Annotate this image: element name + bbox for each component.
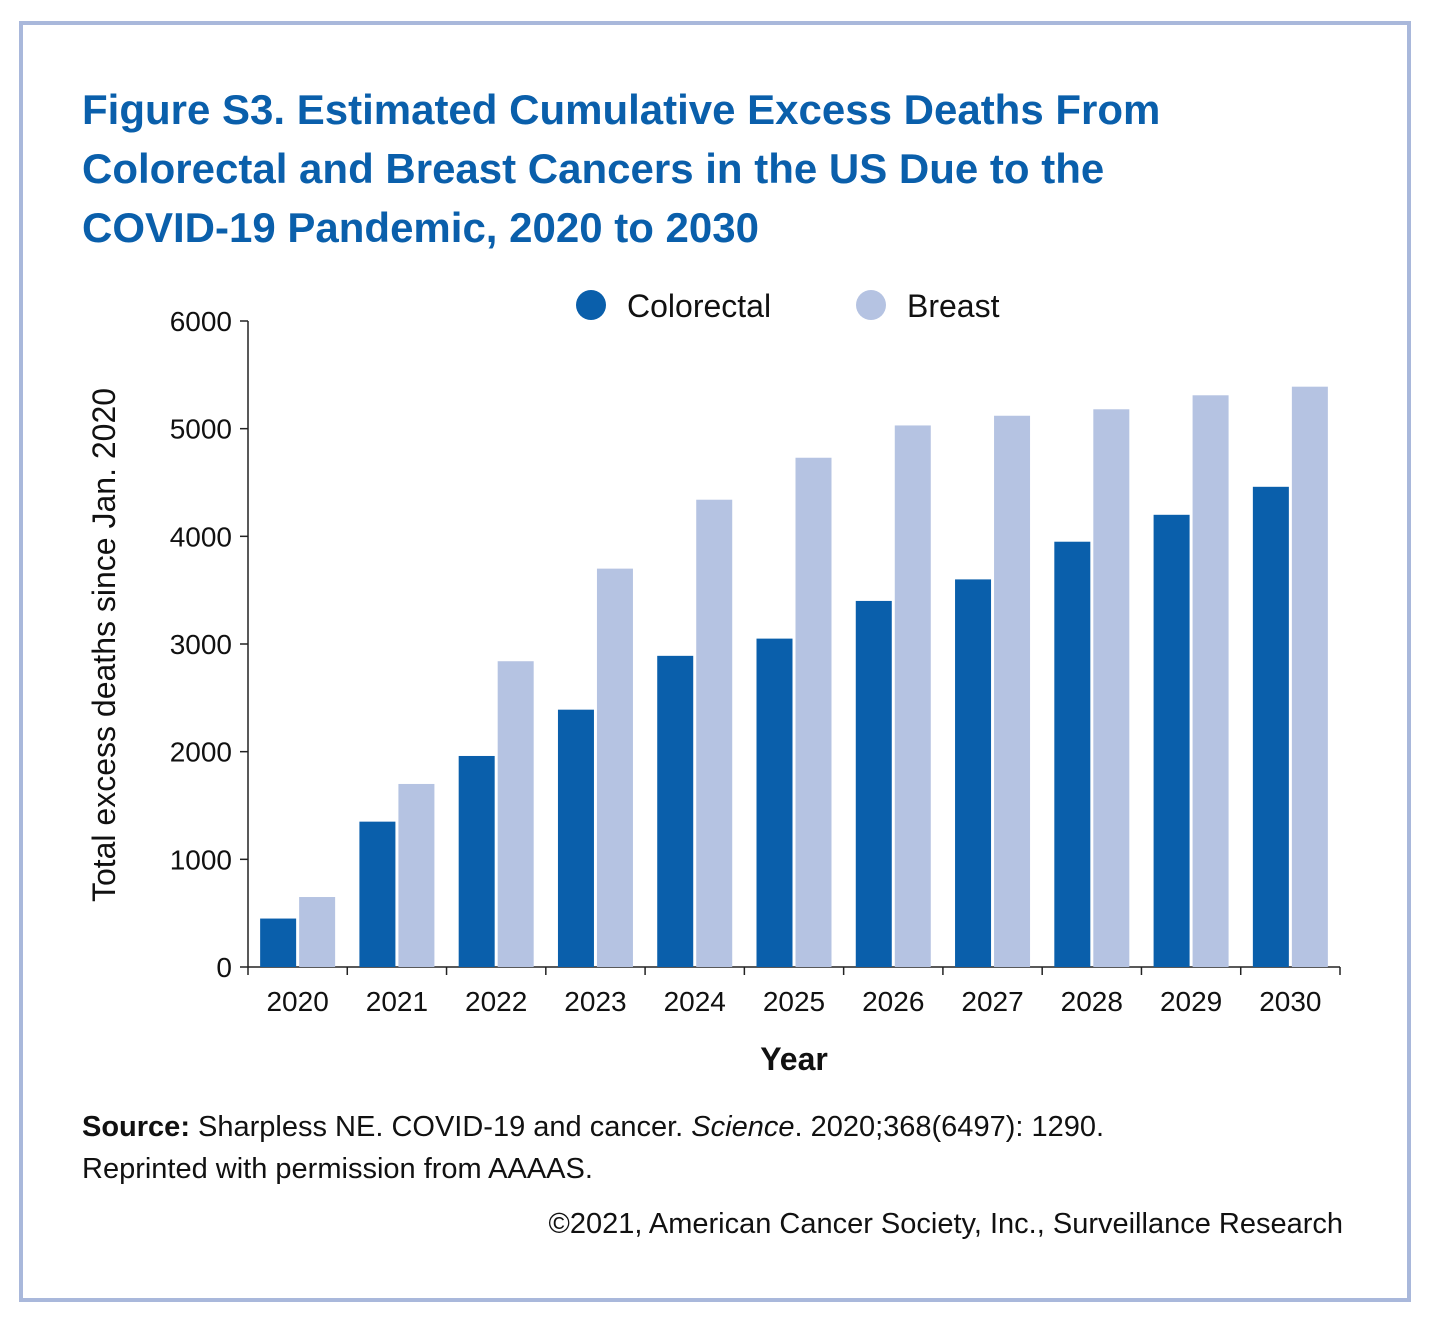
chart-title: Colorectal and Breast Cancers in the US …: [82, 145, 1104, 192]
source-label: Source:: [82, 1111, 190, 1143]
x-tick-label: 2029: [1160, 986, 1222, 1017]
bar: [398, 783, 435, 967]
copyright: ©2021, American Cancer Society, Inc., Su…: [548, 1208, 1343, 1240]
source: Source: Sharpless NE. COVID-19 and cance…: [82, 1111, 1104, 1143]
bar: [795, 457, 832, 967]
bar: [299, 897, 336, 967]
x-tick-label: 2028: [1061, 986, 1123, 1017]
frame: [19, 21, 1411, 1302]
bar: [557, 709, 594, 967]
chart-title: Figure S3. Estimated Cumulative Excess D…: [82, 86, 1160, 133]
x-tick-label: 2024: [664, 986, 726, 1017]
x-tick-label: 2022: [465, 986, 527, 1017]
bar: [855, 600, 892, 967]
y-tick-label: 1000: [170, 844, 232, 875]
chart-title: COVID-19 Pandemic, 2020 to 2030: [82, 204, 759, 251]
y-tick-label: 5000: [170, 414, 232, 445]
y-tick-label: 0: [216, 952, 232, 983]
bar: [596, 568, 633, 967]
x-tick-label: 2020: [266, 986, 328, 1017]
y-axis-title: Total excess deaths since Jan. 2020: [86, 388, 122, 902]
legend-label: Breast: [907, 288, 1000, 324]
bar: [1192, 395, 1229, 967]
y-tick-label: 6000: [170, 306, 232, 337]
x-tick-label: 2021: [366, 986, 428, 1017]
legend-label: Colorectal: [627, 288, 771, 324]
source-journal: Science: [691, 1111, 794, 1143]
x-axis-title: Year: [760, 1041, 828, 1077]
x-tick-label: 2026: [862, 986, 924, 1017]
y-tick-label: 3000: [170, 629, 232, 660]
bar: [756, 638, 793, 967]
source-text: . 2020;368(6497): 1290.: [794, 1111, 1104, 1143]
bar: [994, 415, 1031, 967]
x-tick-label: 2027: [961, 986, 1023, 1017]
bar: [260, 918, 297, 967]
bar: [1054, 541, 1091, 967]
bar: [1093, 409, 1130, 968]
legend-marker: [576, 290, 606, 320]
source-line: Reprinted with permission from AAAAS.: [82, 1153, 593, 1185]
x-tick-label: 2030: [1259, 986, 1321, 1017]
bar: [497, 661, 534, 967]
bar: [1153, 514, 1190, 967]
x-tick-label: 2023: [564, 986, 626, 1017]
bar: [359, 821, 396, 967]
bar: [955, 579, 992, 967]
bar: [696, 499, 733, 967]
legend-marker: [856, 290, 886, 320]
bar: [458, 755, 495, 967]
bar: [657, 655, 694, 967]
bar: [1252, 486, 1289, 967]
x-tick-label: 2025: [763, 986, 825, 1017]
bar: [1291, 386, 1328, 968]
source-text: Sharpless NE. COVID-19 and cancer.: [190, 1111, 691, 1143]
y-tick-label: 4000: [170, 521, 232, 552]
bar: [894, 425, 931, 968]
y-tick-label: 2000: [170, 737, 232, 768]
